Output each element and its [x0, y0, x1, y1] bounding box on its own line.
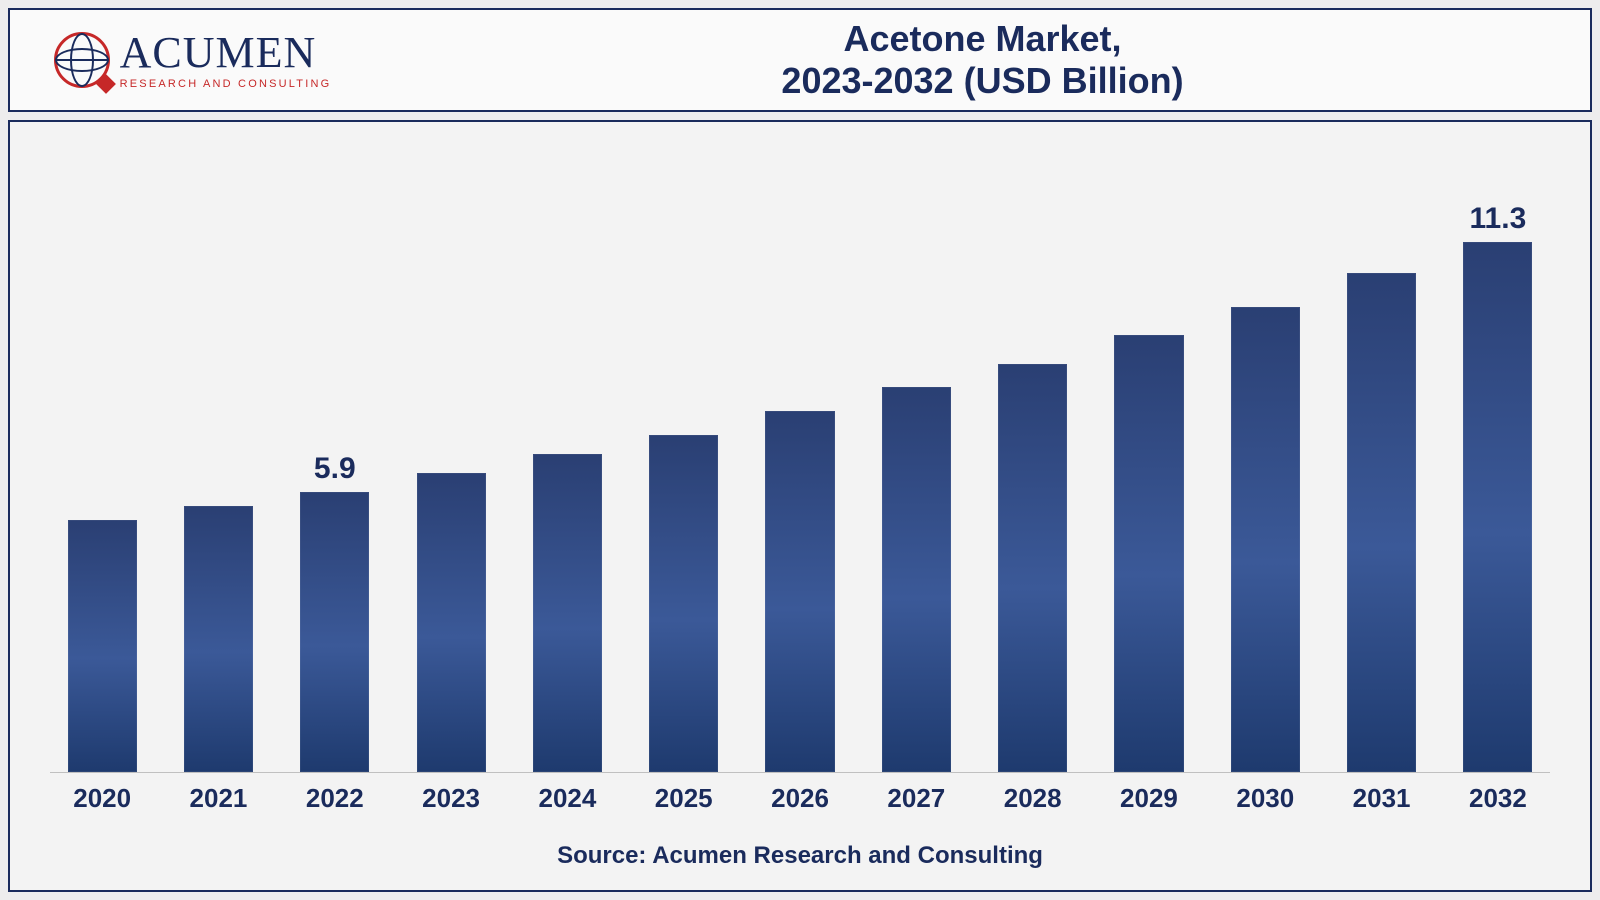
- x-tick: 2030: [1223, 783, 1307, 814]
- bar-col: [409, 202, 493, 772]
- bar: [1347, 273, 1416, 772]
- x-tick: 2029: [1107, 783, 1191, 814]
- bar: [1231, 307, 1300, 773]
- bar: [533, 454, 602, 772]
- x-tick: 2022: [293, 783, 377, 814]
- bar: [882, 387, 951, 772]
- title-line-1: Acetone Market,: [843, 18, 1121, 60]
- bar-col: 5.9: [293, 202, 377, 772]
- x-axis: 2020 2021 2022 2023 2024 2025 2026 2027 2028 2029…: [50, 773, 1550, 814]
- bar-col: [991, 202, 1075, 772]
- bar-col: [60, 202, 144, 772]
- bar-col: [176, 202, 260, 772]
- x-tick: 2023: [409, 783, 493, 814]
- plot-area: 5.9 11.3: [50, 152, 1550, 773]
- bar-col: [1339, 202, 1423, 772]
- x-tick: 2021: [176, 783, 260, 814]
- x-tick: 2027: [874, 783, 958, 814]
- bar-col: [642, 202, 726, 772]
- bar: [300, 492, 369, 772]
- x-tick: 2020: [60, 783, 144, 814]
- bar-col: [525, 202, 609, 772]
- x-tick: 2025: [642, 783, 726, 814]
- bar-col: [874, 202, 958, 772]
- bar: [184, 506, 253, 772]
- bar-col: [1223, 202, 1307, 772]
- logo-name: ACUMEN: [120, 31, 332, 75]
- bar: [1114, 335, 1183, 772]
- chart-title: Acetone Market, 2023-2032 (USD Billion): [375, 10, 1590, 110]
- logo-cell: ACUMEN RESEARCH AND CONSULTING: [10, 10, 375, 110]
- x-tick: 2031: [1339, 783, 1423, 814]
- x-tick: 2024: [525, 783, 609, 814]
- bar-col: 11.3: [1456, 202, 1540, 772]
- bar-value-label: 11.3: [1470, 202, 1527, 236]
- bar-value-label: 5.9: [314, 452, 356, 486]
- logo: ACUMEN RESEARCH AND CONSULTING: [54, 31, 332, 90]
- bar-col: [1107, 202, 1191, 772]
- logo-text: ACUMEN RESEARCH AND CONSULTING: [120, 31, 332, 90]
- bar: [417, 473, 486, 772]
- bar-col: [758, 202, 842, 772]
- title-line-2: 2023-2032 (USD Billion): [781, 60, 1183, 102]
- bar: [649, 435, 718, 772]
- source-text: Source: Acumen Research and Consulting: [50, 814, 1550, 870]
- chart-frame: 5.9 11.3 2020 2021 2022 2023 2024 2025 2026 2027…: [8, 120, 1592, 892]
- logo-tagline: RESEARCH AND CONSULTING: [120, 79, 332, 90]
- globe-icon: [54, 32, 110, 88]
- x-tick: 2026: [758, 783, 842, 814]
- bar: [765, 411, 834, 772]
- header-row: ACUMEN RESEARCH AND CONSULTING Acetone M…: [8, 8, 1592, 112]
- bar: [1463, 242, 1532, 772]
- x-tick: 2032: [1456, 783, 1540, 814]
- x-tick: 2028: [991, 783, 1075, 814]
- bar: [68, 520, 137, 772]
- bar: [998, 364, 1067, 773]
